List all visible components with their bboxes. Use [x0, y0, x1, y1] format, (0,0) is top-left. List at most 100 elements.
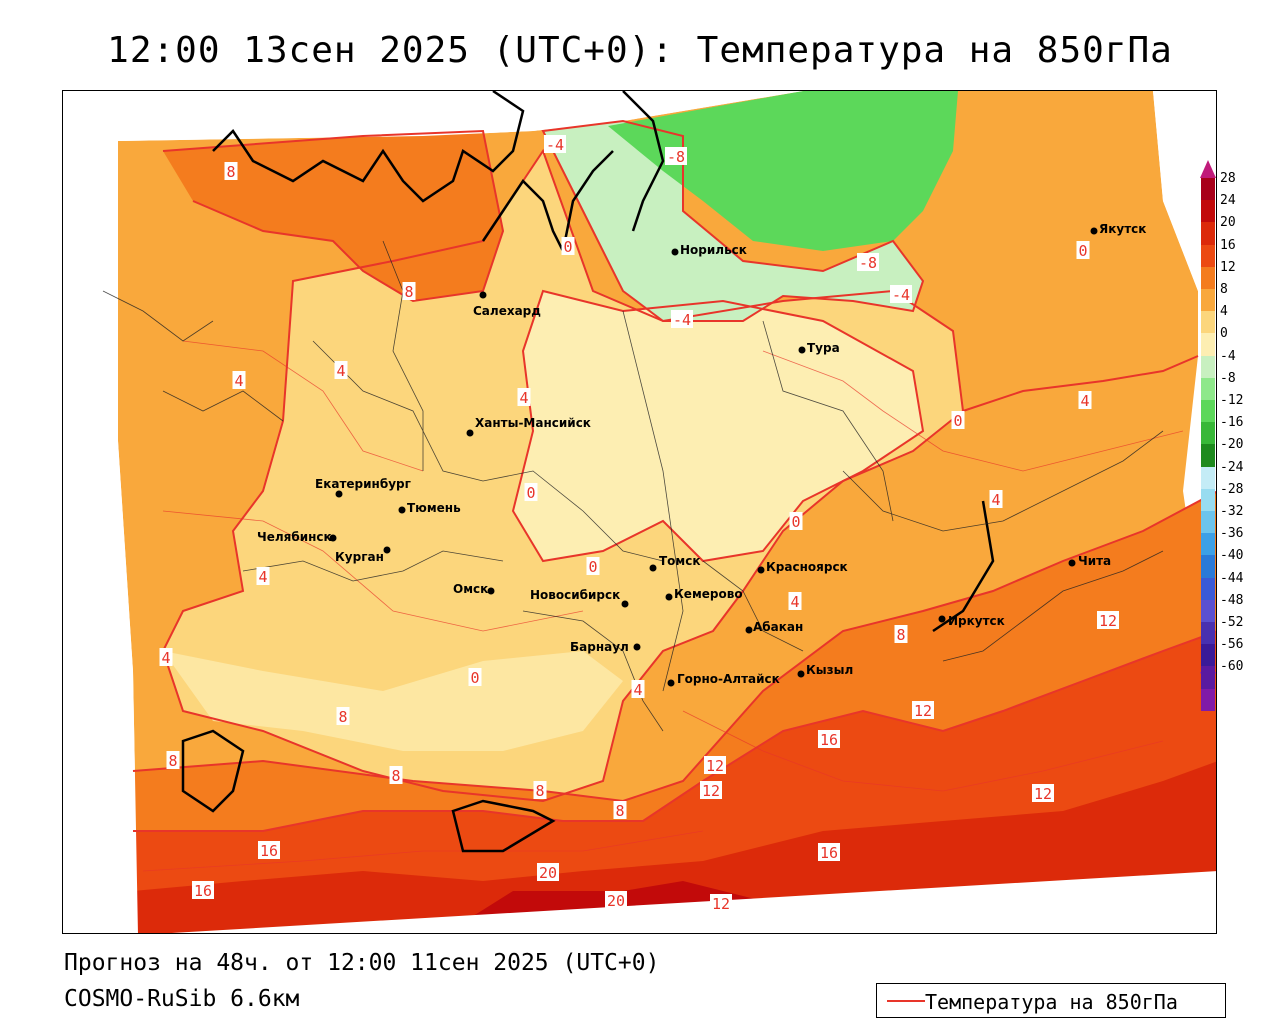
svg-text:-4: -4	[546, 136, 564, 154]
field-light-green	[543, 121, 923, 321]
isotherm-label: 12	[704, 756, 726, 775]
field-pale-sw	[163, 651, 623, 751]
city-tura: Тура	[798, 341, 840, 355]
city-omsk: Омск	[453, 582, 495, 596]
isotherm-label: 12	[710, 894, 732, 913]
svg-text:4: 4	[519, 389, 528, 407]
colorbar-tick-label: -36	[1220, 526, 1244, 542]
svg-text:Норильск: Норильск	[680, 243, 747, 257]
svg-text:8: 8	[535, 782, 544, 800]
model-name: COSMO-RuSib 6.6км	[64, 986, 300, 1012]
isotherm-label: 0	[524, 483, 538, 502]
colorbar-cell	[1201, 266, 1215, 290]
svg-text:4: 4	[336, 362, 345, 380]
colorbar-tick-label: 0	[1220, 326, 1228, 342]
colorbar-cell	[1201, 444, 1215, 468]
isotherm-label: 8	[894, 625, 908, 644]
city-gorno-altaysk: Горно-Алтайск	[667, 672, 780, 687]
isotherm-label: 12	[1097, 611, 1119, 630]
isotherm-label: 4	[989, 490, 1003, 509]
svg-text:Екатеринбург: Екатеринбург	[315, 477, 411, 491]
svg-text:8: 8	[896, 626, 905, 644]
svg-text:0: 0	[563, 238, 572, 256]
city-barnaul: Барнаул	[570, 640, 641, 654]
isotherm-lines	[132, 119, 1216, 832]
svg-text:Тура: Тура	[807, 341, 840, 355]
isotherm-label: 0	[586, 557, 600, 576]
svg-text:8: 8	[168, 752, 177, 770]
svg-text:0: 0	[526, 484, 535, 502]
svg-text:-8: -8	[859, 254, 877, 272]
svg-text:8: 8	[226, 163, 235, 181]
colorbar-tick-label: -8	[1220, 370, 1236, 386]
colorbar-tick-label: 16	[1220, 237, 1236, 253]
isotherm-label: 4	[517, 388, 531, 407]
svg-text:Барнаул: Барнаул	[570, 640, 629, 654]
city-kurgan: Курган	[335, 546, 391, 564]
city-kemerovo: Кемерово	[665, 587, 743, 601]
svg-text:8: 8	[615, 802, 624, 820]
svg-text:16: 16	[820, 731, 838, 749]
colorbar-tick-label: 4	[1220, 304, 1228, 320]
svg-text:0: 0	[791, 513, 800, 531]
colorbar-tick-label: -56	[1220, 637, 1244, 653]
city-tyumen: Тюмень	[398, 501, 461, 515]
city-krasnoyarsk: Красноярск	[757, 560, 848, 574]
isotherm-label: 4	[232, 371, 246, 390]
svg-text:12: 12	[712, 895, 730, 913]
svg-text:Салехард: Салехард	[473, 304, 541, 318]
city-chita: Чита	[1068, 554, 1111, 568]
temperature-map[interactable]: Норильск Якутск Салехард Тура Ханты-Манс…	[63, 91, 1217, 934]
city-abakan: Абакан	[745, 620, 803, 634]
svg-text:4: 4	[991, 491, 1000, 509]
isotherm-label: 8	[533, 781, 547, 800]
isotherm-label: 8	[224, 162, 238, 181]
map-title: 12:00 13сен 2025 (UTC+0): Температура на…	[107, 30, 1173, 71]
colorbar-cell	[1201, 599, 1215, 623]
colorbar-cell	[1201, 400, 1215, 423]
svg-text:4: 4	[790, 593, 799, 611]
svg-text:Тюмень: Тюмень	[407, 501, 461, 515]
svg-text:Ханты-Мансийск: Ханты-Мансийск	[475, 416, 591, 430]
colorbar-cell	[1201, 222, 1215, 246]
colorbar-cell	[1201, 688, 1215, 712]
colorbar-cell	[1201, 666, 1215, 690]
svg-text:8: 8	[404, 283, 413, 301]
svg-text:Томск: Томск	[659, 554, 701, 568]
map-frame[interactable]: Норильск Якутск Салехард Тура Ханты-Манс…	[62, 90, 1217, 934]
city-chelyabinsk: Челябинск	[257, 530, 337, 544]
svg-text:4: 4	[161, 649, 170, 667]
svg-text:12: 12	[1034, 785, 1052, 803]
isotherm-label: 4	[631, 680, 645, 699]
isotherm-label: 4	[788, 592, 802, 611]
isotherm-label: 12	[1032, 784, 1054, 803]
edge-mask-bottom	[171, 871, 1216, 933]
isotherm-label: 4	[334, 361, 348, 380]
colorbar-cell	[1201, 466, 1215, 490]
colorbar-tick-label: -60	[1220, 659, 1244, 675]
isotherm-label: 16	[818, 730, 840, 749]
colorbar-tick-label: 20	[1220, 215, 1236, 231]
colorbar-cell	[1201, 377, 1215, 401]
colorbar-tick-label: -32	[1220, 504, 1244, 519]
edge-mask-top	[118, 91, 803, 141]
legend-label: Температура на 850гПа	[925, 990, 1178, 1014]
edge-mask-right	[1153, 91, 1216, 356]
svg-text:4: 4	[234, 372, 243, 390]
colorbar-tick-label: -24	[1220, 459, 1244, 475]
isotherm-label: -4	[890, 285, 912, 304]
svg-text:12: 12	[914, 702, 932, 720]
isotherm-label: 0	[468, 668, 482, 687]
svg-text:20: 20	[607, 892, 625, 910]
colorbar-cell	[1201, 355, 1215, 379]
svg-text:4: 4	[1080, 392, 1089, 410]
svg-text:Якутск: Якутск	[1099, 222, 1146, 236]
svg-text:-4: -4	[892, 286, 910, 304]
svg-text:12: 12	[706, 757, 724, 775]
field-pale	[513, 291, 923, 561]
city-markers: Норильск Якутск Салехард Тура Ханты-Манс…	[257, 222, 1146, 687]
isotherm-label: 4	[256, 567, 270, 586]
admin-borders	[102, 240, 1164, 732]
svg-text:-4: -4	[673, 311, 691, 329]
isotherm-label: 8	[166, 751, 180, 770]
